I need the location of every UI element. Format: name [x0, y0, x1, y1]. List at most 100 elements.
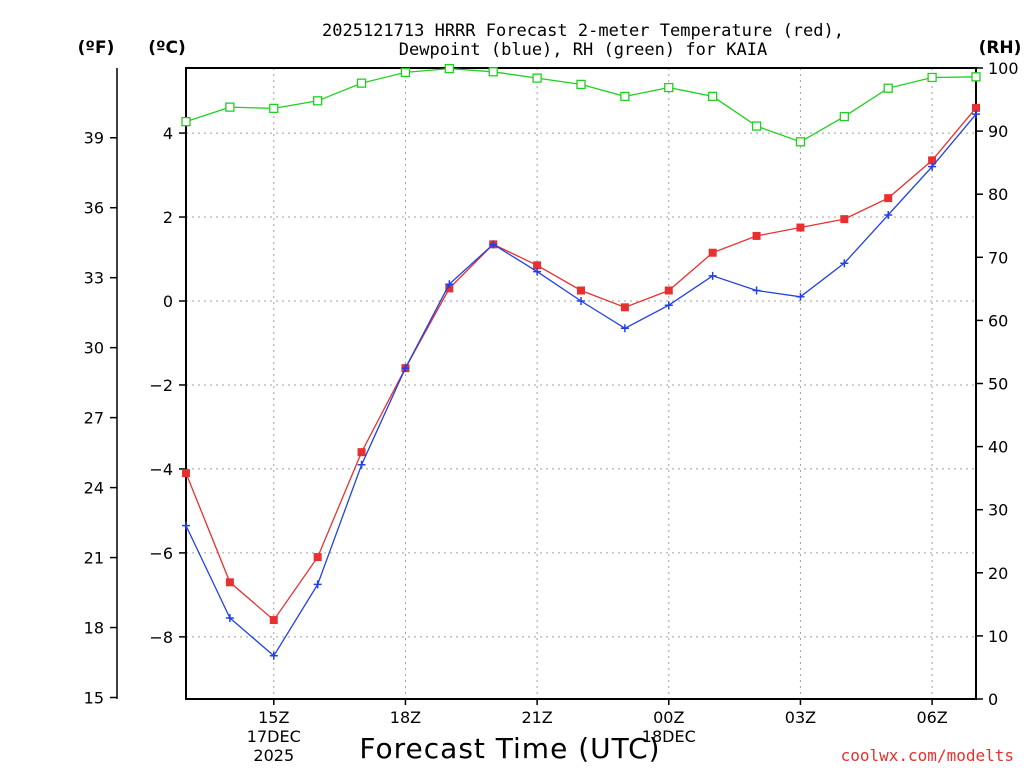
dewpoint-point — [357, 460, 366, 469]
x-tick-date: 18DEC — [642, 727, 696, 746]
dewpoint-point — [708, 271, 717, 280]
fahrenheit-tick-label: 24 — [84, 479, 104, 498]
temperature-point — [972, 103, 980, 112]
dewpoint-point — [489, 240, 498, 249]
rh-point — [532, 73, 542, 83]
temperature-point — [708, 248, 717, 257]
temperature-point — [182, 469, 190, 478]
fahrenheit-tick-label: 30 — [84, 339, 104, 358]
fahrenheit-axis: 15 18 21 24 27 30 33 36 39 — [84, 129, 117, 708]
dewpoint-point — [182, 521, 190, 530]
dewpoint-point — [620, 324, 629, 333]
fahrenheit-axis-label: (ºF) — [78, 38, 115, 58]
dewpoint-point — [972, 110, 980, 119]
temperature-point — [445, 284, 454, 293]
rh-axis: 0 10 20 30 40 50 60 70 80 90 100 — [976, 59, 1019, 709]
dewpoint-point — [445, 280, 454, 289]
rh-point — [708, 91, 718, 102]
fahrenheit-tick-label: 39 — [84, 129, 104, 148]
x-tick-label: 18Z — [390, 708, 421, 727]
dewpoint-point — [401, 364, 410, 373]
rh-point — [269, 103, 279, 114]
rh-point — [400, 67, 411, 78]
dewpoint-point — [269, 651, 278, 660]
series-rh — [181, 63, 981, 147]
rh-tick-label: 100 — [988, 59, 1019, 78]
fahrenheit-tick-label: 27 — [84, 409, 104, 428]
x-tick-label: 03Z — [785, 708, 816, 727]
rh-point — [181, 116, 191, 127]
rh-point — [795, 137, 806, 147]
rh-line — [185, 67, 977, 143]
fahrenheit-tick-label: 15 — [84, 689, 104, 708]
dewpoint-point — [664, 301, 673, 310]
rh-point — [620, 91, 630, 102]
rh-point — [576, 79, 586, 90]
celsius-tick-label: 2 — [163, 208, 173, 227]
celsius-tick-label: −2 — [149, 376, 173, 395]
dewpoint-point — [577, 297, 585, 306]
x-tick-label: 21Z — [521, 708, 552, 727]
rh-tick-label: 70 — [988, 248, 1008, 267]
rh-tick-label: 60 — [988, 311, 1008, 330]
series — [181, 63, 981, 660]
dewpoint-line — [185, 113, 977, 657]
rh-point — [356, 78, 367, 88]
celsius-tick-label: −4 — [149, 460, 173, 479]
celsius-axis: −8 −6 −4 −2 0 2 4 — [149, 124, 186, 647]
rh-point — [488, 67, 498, 77]
x-tick-label: 00Z — [653, 708, 684, 727]
temperature-point — [620, 303, 629, 312]
rh-axis-label: (RH) — [979, 38, 1022, 58]
rh-tick-label: 80 — [988, 185, 1008, 204]
temperature-point — [752, 231, 761, 240]
rh-point — [971, 72, 981, 82]
fahrenheit-tick-label: 18 — [84, 619, 104, 638]
dewpoint-point — [313, 580, 322, 589]
grid — [186, 68, 976, 699]
chart-title: 2025121713 HRRR Forecast 2-meter Tempera… — [322, 21, 844, 41]
fahrenheit-tick-label: 36 — [84, 199, 104, 218]
x-tick-date: 17DEC — [247, 727, 301, 746]
celsius-tick-label: −6 — [149, 544, 173, 563]
rh-tick-label: 0 — [988, 690, 998, 709]
temperature-point — [313, 553, 322, 562]
temperature-line — [185, 107, 977, 622]
series-temperature — [182, 103, 980, 625]
celsius-tick-label: 0 — [163, 292, 173, 311]
rh-tick-label: 50 — [988, 375, 1008, 394]
celsius-tick-label: 4 — [163, 124, 173, 143]
dewpoint-point — [928, 162, 937, 171]
temperature-point — [225, 578, 234, 587]
credit-text: coolwx.com/modelts — [841, 746, 1014, 765]
rh-point — [839, 111, 849, 122]
x-tick-year: 2025 — [253, 746, 294, 765]
fahrenheit-tick-label: 33 — [84, 269, 104, 288]
x-tick-label: 06Z — [916, 708, 947, 727]
rh-point — [883, 83, 893, 93]
temperature-point — [577, 286, 585, 295]
rh-tick-label: 40 — [988, 438, 1008, 457]
temperature-point — [533, 261, 542, 270]
temperature-point — [357, 448, 366, 457]
temperature-point — [928, 156, 937, 165]
rh-tick-label: 20 — [988, 564, 1008, 583]
rh-point — [444, 63, 454, 74]
temperature-point — [796, 223, 805, 232]
temperature-point — [664, 286, 673, 295]
rh-point — [751, 121, 762, 131]
dewpoint-point — [796, 292, 805, 301]
x-tick-label: 15Z — [258, 708, 289, 727]
series-dewpoint — [182, 110, 980, 660]
x-axis-title: Forecast Time (UTC) — [359, 732, 660, 765]
chart-subtitle: Dewpoint (blue), RH (green) for KAIA — [399, 40, 767, 60]
fahrenheit-tick-label: 21 — [84, 549, 104, 568]
temperature-point — [269, 616, 278, 625]
dewpoint-point — [840, 259, 849, 268]
rh-point — [927, 72, 937, 83]
dewpoint-point — [533, 267, 542, 276]
temperature-point — [884, 194, 893, 203]
rh-point — [225, 102, 235, 112]
plot-frame — [185, 67, 977, 700]
